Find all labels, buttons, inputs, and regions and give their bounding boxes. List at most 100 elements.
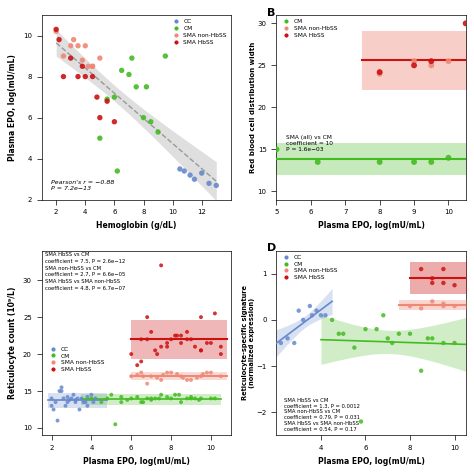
Point <box>98 398 105 406</box>
X-axis label: Plasma EPO, log(mU/mL): Plasma EPO, log(mU/mL) <box>318 456 425 465</box>
Point <box>89 73 96 81</box>
Text: SMA HbSS vs CM
coefficient = 7.5, P = 2.6e−12
SMA non-HbSS vs CM
coefficient = 2: SMA HbSS vs CM coefficient = 7.5, P = 2.… <box>46 253 126 291</box>
Point <box>439 339 447 347</box>
Point <box>118 67 126 74</box>
Point <box>308 311 316 319</box>
Legend: CM, SMA non-HbSS, SMA HbSS: CM, SMA non-HbSS, SMA HbSS <box>279 18 338 39</box>
Text: Pearson's r = −0.88
P = 7.2e−13: Pearson's r = −0.88 P = 7.2e−13 <box>51 180 114 191</box>
Point <box>187 393 195 401</box>
Legend: CC, CM, SMA non-HbSS, SMA HbSS: CC, CM, SMA non-HbSS, SMA HbSS <box>169 18 228 46</box>
Point <box>376 158 383 166</box>
Point <box>108 391 115 399</box>
Point <box>428 298 436 305</box>
Point <box>48 395 55 402</box>
Point <box>451 282 458 289</box>
Y-axis label: Red blood cell distribution width: Red blood cell distribution width <box>250 42 256 173</box>
Legend: CC, CM, SMA non-HbSS, SMA HbSS: CC, CM, SMA non-HbSS, SMA HbSS <box>46 346 106 374</box>
Point <box>339 330 347 337</box>
Point <box>191 175 198 183</box>
Point <box>388 339 396 347</box>
Point <box>144 313 151 321</box>
Point <box>181 167 188 175</box>
Point <box>157 391 165 399</box>
Point <box>176 165 184 173</box>
Point <box>439 302 447 310</box>
Point <box>410 57 418 65</box>
Point <box>187 376 195 384</box>
Point <box>137 369 145 376</box>
Point <box>91 395 99 402</box>
Point <box>195 396 203 404</box>
Point <box>417 367 425 374</box>
Point <box>439 279 447 287</box>
Point <box>317 311 325 319</box>
Point <box>60 52 67 60</box>
Y-axis label: Reticulocyte count (10⁹/L): Reticulocyte count (10⁹/L) <box>9 287 18 399</box>
Point <box>439 300 447 308</box>
Point <box>164 393 171 401</box>
Point <box>357 418 365 425</box>
Point <box>128 350 135 358</box>
Point <box>410 62 418 69</box>
X-axis label: Plasma EPO, log(mU/mL): Plasma EPO, log(mU/mL) <box>83 456 190 465</box>
Point <box>164 369 171 376</box>
Point <box>207 369 215 376</box>
Point <box>179 374 187 382</box>
Point <box>187 336 195 343</box>
Point <box>54 417 61 424</box>
Y-axis label: Plasma EPO, log(mU/mL): Plasma EPO, log(mU/mL) <box>9 54 18 161</box>
Point <box>197 313 205 321</box>
Point <box>64 398 71 406</box>
Point <box>207 339 215 347</box>
Point <box>451 339 458 347</box>
Point <box>96 135 104 142</box>
Point <box>462 19 469 27</box>
Point <box>167 369 175 376</box>
Point <box>313 307 320 314</box>
Point <box>113 167 121 175</box>
Point <box>406 302 414 310</box>
Point <box>88 395 95 402</box>
Point <box>328 316 336 324</box>
Point <box>314 158 321 166</box>
Point <box>439 265 447 273</box>
Point <box>76 406 83 413</box>
Text: D: D <box>267 243 276 253</box>
Point <box>128 55 136 62</box>
Point <box>203 339 211 347</box>
Point <box>428 57 435 65</box>
Point <box>84 63 92 70</box>
Point <box>197 346 205 354</box>
Point <box>144 336 151 343</box>
Point <box>96 55 104 62</box>
Point <box>151 346 159 354</box>
Point <box>48 402 55 410</box>
Point <box>78 395 85 402</box>
Point <box>74 42 82 50</box>
Point <box>147 396 155 404</box>
Point <box>428 274 436 282</box>
Point <box>137 358 145 365</box>
Point <box>203 369 211 376</box>
Point <box>72 398 79 406</box>
Point <box>198 169 206 177</box>
Point <box>58 383 65 391</box>
Point <box>187 395 195 402</box>
Point <box>417 304 425 312</box>
Point <box>183 395 191 402</box>
Point <box>90 398 97 406</box>
Point <box>362 325 369 333</box>
Point <box>56 387 64 395</box>
Point <box>295 307 302 314</box>
Point <box>67 55 74 62</box>
Point <box>177 373 185 380</box>
Point <box>79 56 86 64</box>
Point <box>197 395 205 402</box>
Point <box>410 158 418 166</box>
Point <box>132 83 140 91</box>
Point <box>93 93 100 101</box>
Point <box>144 380 151 387</box>
Point <box>82 42 89 50</box>
Point <box>154 128 162 136</box>
Point <box>428 62 435 69</box>
